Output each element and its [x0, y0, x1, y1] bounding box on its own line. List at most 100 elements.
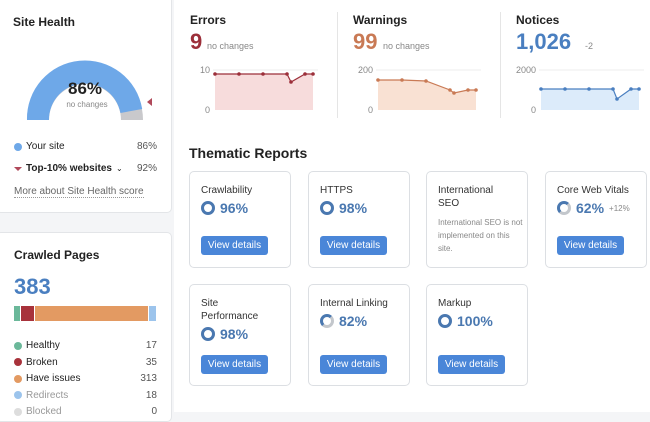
metric-errors[interactable]: Errors 9 no changes 10 0	[190, 0, 340, 120]
sparkline-point	[629, 87, 633, 91]
crawled-pages-total[interactable]: 383	[14, 274, 51, 299]
view-details-button[interactable]: View details	[438, 355, 505, 374]
thematic-reports-title: Thematic Reports	[189, 145, 308, 161]
bar-segment-redirects[interactable]	[149, 306, 156, 321]
sparkline-point	[213, 72, 217, 76]
report-value: 96%	[220, 200, 249, 216]
sparkline-chart	[539, 69, 644, 110]
sparkline-point	[376, 78, 380, 82]
crawled-legend-item[interactable]: Redirects 18	[14, 390, 157, 401]
legend-label: Healthy	[26, 340, 60, 351]
metric-notices[interactable]: Notices 1,026 -2 2000 0	[516, 0, 650, 120]
view-details-button[interactable]: View details	[557, 236, 624, 255]
report-value: 62%	[576, 200, 605, 216]
view-details-button[interactable]: View details	[320, 355, 387, 374]
bar-segment-healthy[interactable]	[14, 306, 21, 321]
report-title: International SEO	[438, 185, 494, 209]
legend-value: 18	[145, 389, 157, 401]
legend-label: Your site	[26, 141, 65, 152]
sparkline-point	[311, 72, 315, 76]
sparkline-point	[452, 91, 456, 95]
progress-ring-icon	[320, 201, 334, 215]
view-details-button[interactable]: View details	[201, 236, 268, 255]
crawled-pages-title: Crawled Pages	[14, 248, 100, 262]
legend-value: 17	[145, 340, 157, 351]
metric-value: 1,026	[516, 29, 572, 54]
y-tick-min: 0	[530, 105, 536, 115]
report-card-crawlability: Crawlability 96% View details	[189, 171, 291, 268]
report-score: 82%	[320, 313, 367, 329]
report-score: 100%	[438, 313, 493, 329]
legend-value: 86%	[136, 141, 157, 152]
sparkline-point	[615, 97, 619, 101]
legend-value: 92%	[136, 163, 157, 174]
report-title: Internal Linking	[320, 298, 388, 309]
triangle-down-icon	[14, 166, 22, 171]
legend-dot-icon	[14, 341, 22, 350]
sparkline-area	[541, 89, 639, 110]
report-title: Markup	[438, 298, 472, 309]
sparkline-chart	[213, 69, 318, 110]
sparkline-point	[285, 72, 289, 76]
sparkline-point	[637, 87, 641, 91]
report-value: 98%	[339, 200, 368, 216]
divider	[337, 12, 338, 118]
legend-label: Have issues	[26, 373, 81, 384]
y-tick-max: 10	[199, 65, 210, 75]
y-tick-max: 2000	[516, 65, 537, 75]
progress-ring-icon	[438, 314, 452, 328]
legend-label: Broken	[26, 356, 58, 368]
report-card-international-seo: International SEO International SEO is no…	[426, 171, 528, 268]
report-card-internal-linking: Internal Linking 82% View details	[308, 284, 410, 386]
report-score: 98%	[320, 200, 367, 216]
site-health-link[interactable]: More about Site Health score	[14, 186, 144, 198]
crawled-legend-item[interactable]: Broken 35	[14, 357, 157, 368]
main-panel: Errors 9 no changes 10 0 Warnings 99 no changes…	[174, 0, 650, 412]
legend-dot-icon	[14, 374, 22, 383]
metric-title: Notices	[516, 13, 560, 27]
bar-segment-broken[interactable]	[21, 306, 34, 321]
sparkline-area	[215, 74, 313, 110]
chevron-down-icon: ⌄	[115, 164, 123, 173]
progress-ring-icon	[557, 201, 571, 215]
sparkline-point	[400, 78, 404, 82]
legend-value: 35	[145, 356, 157, 368]
legend-label: Top-10% websites	[26, 163, 112, 174]
y-tick-min: 0	[204, 105, 210, 115]
crawled-legend-item[interactable]: Have issues 313	[14, 373, 157, 384]
report-card-markup: Markup 100% View details	[426, 284, 528, 386]
gauge-marker-icon	[147, 98, 152, 106]
crawled-pages-card: Crawled Pages 383 Healthy 17 Broken 35 Have …	[0, 232, 172, 422]
legend-top10-dropdown[interactable]: Top-10% websites ⌄ 92%	[14, 163, 157, 174]
report-title: Core Web Vitals	[557, 185, 629, 196]
view-details-button[interactable]: View details	[320, 236, 387, 255]
view-details-button[interactable]: View details	[201, 355, 268, 374]
site-health-card: Site Health 86% no changes Your site 86% …	[0, 0, 172, 213]
site-health-value: 86%	[67, 79, 103, 98]
divider	[500, 12, 501, 118]
report-change: +12%	[609, 203, 630, 213]
sparkline-area	[378, 80, 476, 110]
report-score: 62% +12%	[557, 200, 630, 216]
sparkline-point	[587, 87, 591, 91]
report-value: 98%	[220, 326, 249, 342]
metric-value: 9	[190, 29, 203, 54]
crawled-legend-item[interactable]: Healthy 17	[14, 340, 157, 351]
sparkline-point	[539, 87, 543, 91]
progress-ring-icon	[201, 327, 215, 341]
bar-segment-have-issues[interactable]	[34, 306, 149, 321]
sparkline-chart	[376, 69, 481, 110]
sparkline-point	[261, 72, 265, 76]
report-note: International SEO is not implemented on …	[438, 218, 523, 253]
legend-label: Redirects	[26, 389, 69, 401]
metric-change: -2	[585, 41, 594, 51]
report-title: HTTPS	[320, 185, 353, 196]
report-title: Site Performance	[201, 298, 259, 322]
site-health-change: no changes	[66, 100, 108, 109]
crawled-pages-bar	[14, 306, 156, 321]
metric-warnings[interactable]: Warnings 99 no changes 200 0	[353, 0, 503, 120]
report-title: Crawlability	[201, 185, 253, 196]
legend-dot-icon	[14, 358, 22, 366]
legend-value: 313	[140, 373, 157, 384]
sparkline-point	[237, 72, 241, 76]
